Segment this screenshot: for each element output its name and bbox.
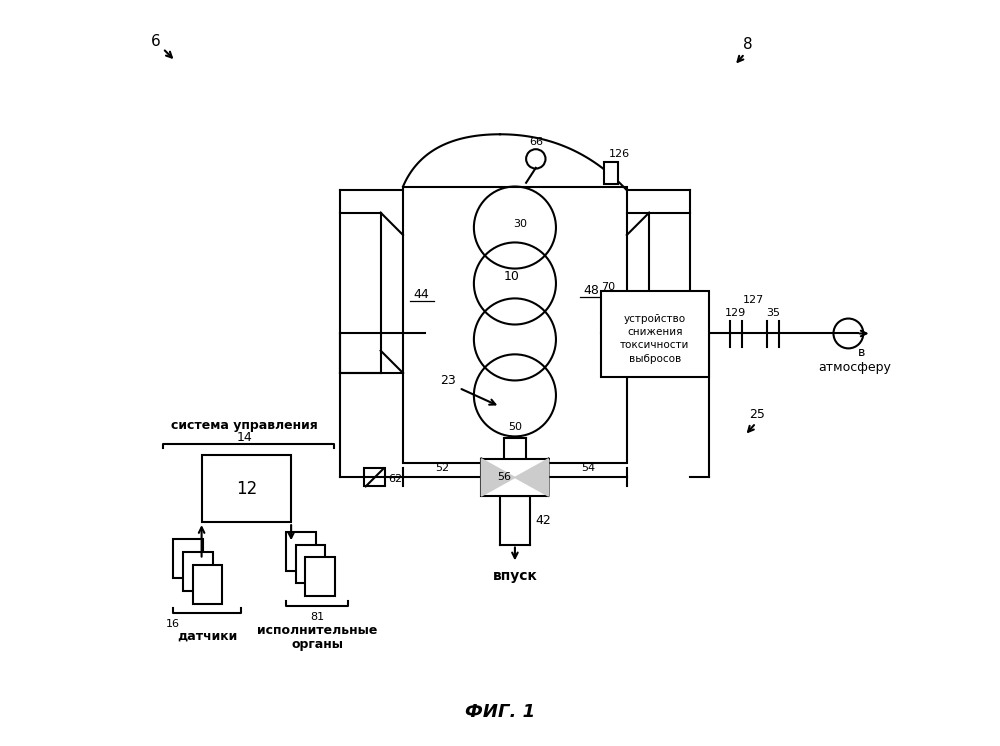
Text: 81: 81 [310,612,324,622]
Text: 66: 66 [529,137,543,147]
Text: атмосферу: атмосферу [818,360,891,374]
Polygon shape [481,459,515,496]
Text: 30: 30 [513,219,527,229]
Text: 6: 6 [150,34,160,48]
Text: ФИГ. 1: ФИГ. 1 [465,703,535,721]
Bar [305,557,335,596]
Text: снижения: снижения [627,327,683,337]
Text: 12: 12 [236,480,257,498]
Text: выбросов: выбросов [629,354,681,364]
Text: 35: 35 [766,308,780,319]
Bar [364,468,385,486]
Bar [193,565,222,604]
Bar [481,459,548,496]
Bar [604,162,618,184]
Text: 42: 42 [535,514,551,527]
Bar [403,186,627,463]
Text: токсичности: токсичности [620,340,689,351]
Text: 62: 62 [388,474,403,484]
Bar [296,545,325,583]
Text: устройство: устройство [624,314,686,325]
Text: 10: 10 [504,269,520,283]
Polygon shape [515,459,548,496]
Text: 54: 54 [581,463,595,474]
Text: в: в [858,346,865,360]
Text: 56: 56 [497,472,511,483]
Bar [202,455,291,522]
Bar [173,539,203,578]
Text: 23: 23 [440,374,456,387]
Bar [601,291,709,377]
Text: 70: 70 [601,282,615,292]
Text: 44: 44 [414,288,430,301]
Text: 48: 48 [583,284,599,298]
Bar [183,552,213,591]
Text: система управления: система управления [171,419,318,432]
Text: 52: 52 [435,463,449,474]
Text: 8: 8 [743,37,752,52]
Text: исполнительные: исполнительные [257,624,377,637]
Text: 129: 129 [725,308,746,319]
Text: 90: 90 [638,342,653,352]
Bar [286,532,316,571]
Text: 126: 126 [609,149,630,160]
Text: 25: 25 [749,407,765,421]
Text: датчики: датчики [177,630,238,643]
Text: органы: органы [291,638,343,651]
Text: 14: 14 [237,431,253,445]
Text: 127: 127 [743,295,764,305]
Text: впуск: впуск [492,569,537,583]
Text: 50: 50 [508,422,522,433]
Text: 16: 16 [166,619,180,630]
